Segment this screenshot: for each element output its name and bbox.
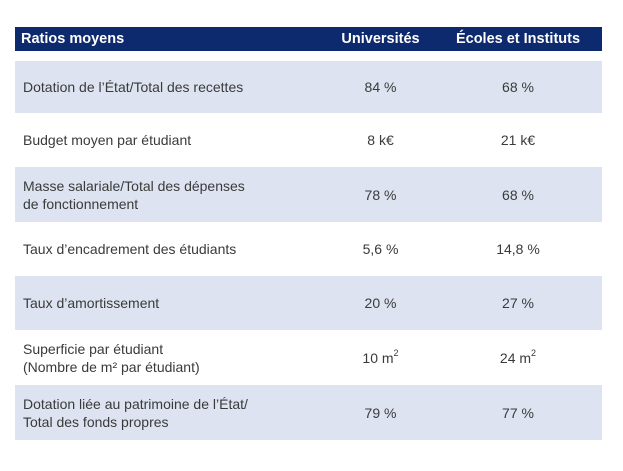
row-label-line: de fonctionnement (23, 195, 139, 212)
table-row: Dotation de l’État/Total des recettes 84… (15, 61, 602, 113)
cell-value: 24 m (499, 349, 532, 366)
cell-ecoles: 24 m2 (434, 347, 602, 366)
row-label: Masse salariale/Total des dépenses de fo… (15, 177, 327, 213)
table-row: Taux d’amortissement 20 % 27 % (15, 276, 602, 330)
cell-universites: 5,6 % (362, 241, 399, 257)
cell-universites: 84 % (364, 79, 397, 95)
row-label-line: Dotation liée au patrimoine de l’État/ (23, 395, 248, 412)
table-row: Budget moyen par étudiant 8 k€ 21 k€ (15, 113, 602, 167)
row-label-line: Budget moyen par étudiant (23, 132, 192, 148)
cell-universites: 78 % (364, 186, 397, 203)
header-spacer (15, 51, 602, 61)
row-label: Dotation de l’État/Total des recettes (15, 78, 327, 96)
cell-universites: 10 m2 (327, 347, 434, 366)
header-ecoles-instituts: Écoles et Instituts (455, 31, 581, 47)
cell-ecoles: 68 % (502, 79, 534, 95)
cell-universites: 20 % (364, 295, 397, 311)
table-row: Taux d’encadrement des étudiants 5,6 % 1… (15, 222, 602, 276)
row-label-line: Taux d’encadrement des étudiants (23, 241, 237, 257)
table-row: Superficie par étudiant (Nombre de m² pa… (15, 330, 602, 385)
row-label-line: Total des fonds propres (23, 413, 169, 430)
cell-universites: 79 % (364, 404, 397, 421)
row-label: Taux d’amortissement (15, 294, 327, 312)
row-label: Taux d’encadrement des étudiants (15, 240, 327, 258)
cell-ecoles: 21 k€ (500, 132, 536, 148)
cell-ecoles: 27 % (502, 295, 534, 311)
ratios-table: Ratios moyens Universités Écoles et Inst… (15, 27, 602, 440)
row-label-line: Superficie par étudiant (23, 340, 164, 357)
superscript: 2 (531, 347, 537, 358)
cell-value: 10 m (362, 349, 394, 366)
row-label-line: Masse salariale/Total des dépenses (23, 177, 245, 194)
row-label-line: (Nombre de m² par étudiant) (23, 358, 200, 375)
cell-ecoles: 77 % (502, 404, 534, 421)
cell-ecoles: 68 % (502, 186, 534, 203)
table-row: Masse salariale/Total des dépenses de fo… (15, 167, 602, 222)
row-label-line: Dotation de l’État/Total des recettes (23, 79, 244, 95)
row-label: Dotation liée au patrimoine de l’État/ T… (15, 395, 327, 431)
row-label: Superficie par étudiant (Nombre de m² pa… (15, 340, 327, 376)
table-header: Ratios moyens Universités Écoles et Inst… (15, 27, 602, 51)
row-label-line: Taux d’amortissement (23, 295, 160, 311)
header-ratios-label: Ratios moyens (21, 31, 125, 47)
header-universites: Universités (341, 31, 420, 47)
cell-ecoles: 14,8 % (496, 241, 540, 257)
table-row: Dotation liée au patrimoine de l’État/ T… (15, 385, 602, 440)
cell-universites: 8 k€ (367, 132, 394, 148)
superscript: 2 (393, 347, 399, 358)
row-label: Budget moyen par étudiant (15, 131, 327, 149)
